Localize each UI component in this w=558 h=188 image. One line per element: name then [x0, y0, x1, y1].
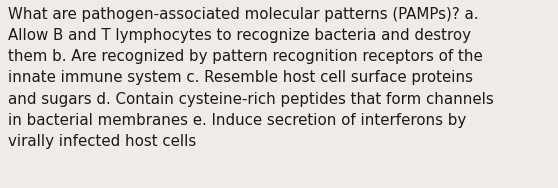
- Text: What are pathogen-associated molecular patterns (PAMPs)? a.
Allow B and T lympho: What are pathogen-associated molecular p…: [8, 7, 494, 149]
